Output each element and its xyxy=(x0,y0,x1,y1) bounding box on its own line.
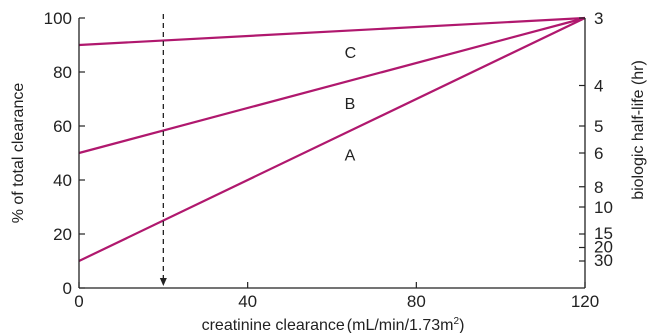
series-line-c xyxy=(78,16,586,47)
y-tick-label: 40 xyxy=(53,171,72,190)
series-line-a xyxy=(78,17,586,262)
axes xyxy=(78,17,586,289)
x-tick-labels: 0 40 80 120 xyxy=(74,292,599,311)
y-tick-label: 100 xyxy=(44,9,72,28)
reference-arrowhead xyxy=(159,278,167,286)
y-tick-label: 80 xyxy=(53,63,72,82)
y-tick-label: 60 xyxy=(53,117,72,136)
y2-tick-label: 15 xyxy=(594,224,613,243)
series-labels: A B C xyxy=(345,45,357,165)
y2-tick-label: 6 xyxy=(594,144,603,163)
reference-line-group xyxy=(159,14,167,286)
y-tick-label: 20 xyxy=(53,225,72,244)
series-line-b xyxy=(78,16,586,155)
series-label-a: A xyxy=(345,147,356,164)
series-label-c: C xyxy=(345,45,357,62)
x-tick-label: 120 xyxy=(571,292,599,311)
y2-tick-label: 30 xyxy=(594,251,613,270)
y2-tick-label: 5 xyxy=(594,117,603,136)
x-tick-label: 0 xyxy=(74,292,83,311)
y2-tick-label: 4 xyxy=(594,77,603,96)
y2-tick-label: 20 xyxy=(594,238,613,257)
y-tick-label: 0 xyxy=(63,279,72,298)
y2-tick-label: 10 xyxy=(594,198,613,217)
y2-tick-label: 8 xyxy=(594,178,603,197)
x-tick-label: 80 xyxy=(407,292,426,311)
series-lines xyxy=(78,16,586,262)
y-tick-labels: 0 20 40 60 80 100 xyxy=(44,9,72,298)
series-label-b: B xyxy=(345,96,356,113)
y-axis-title: % of total clearance xyxy=(10,83,27,224)
y2-axis-title: biologic half-life (hr) xyxy=(630,60,647,200)
x-tick-label: 40 xyxy=(238,292,257,311)
y2-tick-label: 3 xyxy=(594,9,603,28)
x-axis-title: creatinine clearance (mL/min/1.73m2) xyxy=(202,316,465,333)
